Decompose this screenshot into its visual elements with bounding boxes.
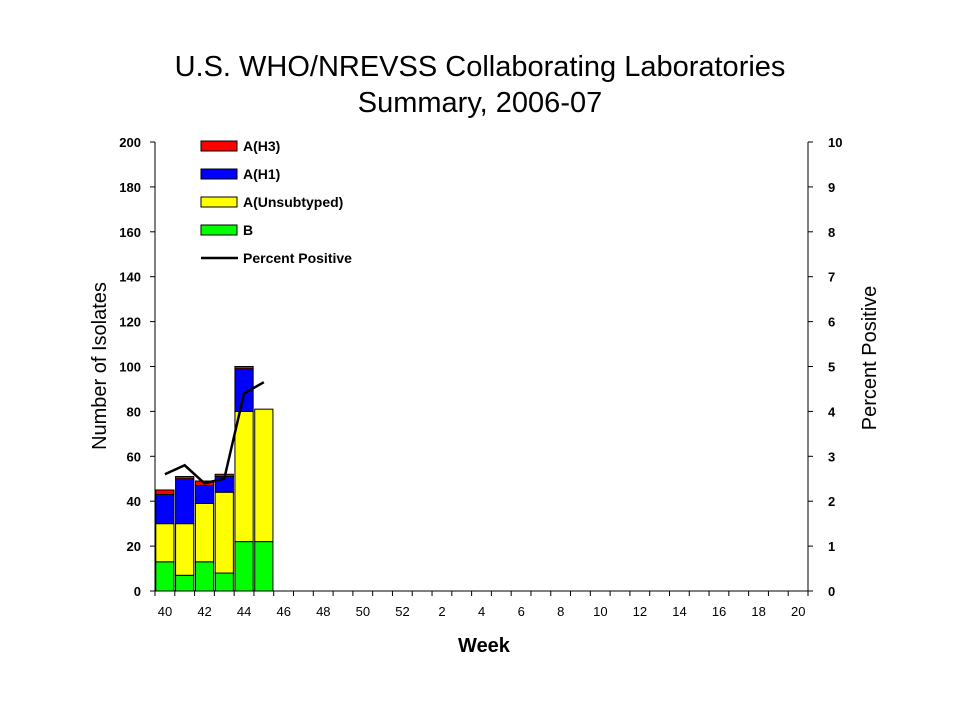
y-tick-label-0: 0 xyxy=(134,584,141,599)
y2-tick-label-0: 0 xyxy=(828,584,835,599)
y-tick-label-40: 40 xyxy=(127,494,141,509)
bar-b-week-44 xyxy=(234,541,254,592)
chart-subtitle: Summary, 2006-07 xyxy=(357,87,603,119)
x-tick-label-40: 40 xyxy=(158,604,172,619)
y2-tick-label-9: 9 xyxy=(828,180,835,195)
x-tick-label-12: 12 xyxy=(633,604,647,619)
x-tick-label-2: 2 xyxy=(438,604,445,619)
bar-b-week-45 xyxy=(254,541,274,592)
line-percent-positive xyxy=(164,381,265,485)
bar-a-unsubtyped-week-45 xyxy=(254,408,274,543)
bar-b-week-42 xyxy=(194,561,215,592)
legend-label-b: B xyxy=(243,222,253,238)
bars-group xyxy=(155,366,274,592)
x-tick-label-44: 44 xyxy=(237,604,251,619)
y2-tick-label-6: 6 xyxy=(828,315,835,330)
x-tick-label-8: 8 xyxy=(557,604,564,619)
y-axis-label: Number of Isolates xyxy=(89,282,111,450)
y2-tick-label-3: 3 xyxy=(828,449,835,464)
x-tick-label-48: 48 xyxy=(316,604,330,619)
x-tick-label-52: 52 xyxy=(395,604,409,619)
legend-swatch-b xyxy=(200,224,238,236)
legend-swatch-a-h1 xyxy=(200,168,238,180)
y-tick-label-100: 100 xyxy=(119,360,141,375)
legend-label-a-h3: A(H3) xyxy=(243,138,280,154)
bar-b-week-41 xyxy=(175,574,195,592)
bar-b-week-40 xyxy=(155,561,175,592)
x-tick-label-42: 42 xyxy=(197,604,211,619)
bar-b-week-43 xyxy=(214,572,234,592)
y-tick-label-80: 80 xyxy=(127,404,141,419)
percent-positive-line-group xyxy=(164,381,265,485)
y-tick-label-120: 120 xyxy=(119,315,141,330)
bar-a-unsubtyped-week-40 xyxy=(155,523,175,563)
legend-swatch-a-h3 xyxy=(200,140,238,152)
x-tick-label-46: 46 xyxy=(276,604,290,619)
y2-tick-label-4: 4 xyxy=(828,404,836,419)
bar-a-h1-week-42 xyxy=(194,484,215,504)
chart-title: U.S. WHO/NREVSS Collaborating Laboratori… xyxy=(174,51,786,83)
bar-a-h3-week-40 xyxy=(155,489,175,495)
y2-tick-label-10: 10 xyxy=(828,135,842,150)
bar-a-unsubtyped-week-44 xyxy=(234,410,254,543)
x-tick-label-20: 20 xyxy=(791,604,805,619)
y2-tick-label-5: 5 xyxy=(828,360,835,375)
y2-tick-label-7: 7 xyxy=(828,270,835,285)
bar-a-h3-week-41 xyxy=(175,476,195,480)
y-tick-label-140: 140 xyxy=(119,270,141,285)
x-tick-label-18: 18 xyxy=(751,604,765,619)
y2-tick-label-2: 2 xyxy=(828,494,835,509)
x-tick-label-10: 10 xyxy=(593,604,607,619)
bar-a-unsubtyped-week-41 xyxy=(175,523,195,576)
bar-a-unsubtyped-week-43 xyxy=(214,491,234,574)
bar-a-h1-week-41 xyxy=(175,478,195,525)
y-tick-label-160: 160 xyxy=(119,225,141,240)
axes-group: 0204060801001201401601802000123456789104… xyxy=(119,135,842,619)
y-tick-label-60: 60 xyxy=(127,449,141,464)
legend-swatch-a-unsubtyped xyxy=(200,196,238,208)
y-tick-label-200: 200 xyxy=(119,135,141,150)
y-tick-label-20: 20 xyxy=(127,539,141,554)
bar-a-unsubtyped-week-42 xyxy=(194,502,215,563)
legend-label-a-unsubtyped: A(Unsubtyped) xyxy=(243,194,343,210)
y2-tick-label-1: 1 xyxy=(828,539,835,554)
bar-a-h1-week-40 xyxy=(155,493,175,525)
x-tick-label-50: 50 xyxy=(356,604,370,619)
legend: A(H3) A(H1) A(Unsubtyped) B Percent Positive xyxy=(200,138,352,266)
y2-axis-label: Percent Positive xyxy=(859,286,881,431)
legend-label-percent-positive: Percent Positive xyxy=(243,250,352,266)
x-tick-label-4: 4 xyxy=(478,604,485,619)
legend-label-a-h1: A(H1) xyxy=(243,166,280,182)
y-tick-label-180: 180 xyxy=(119,180,141,195)
x-tick-label-14: 14 xyxy=(672,604,686,619)
bar-a-h3-week-44 xyxy=(234,366,254,370)
y2-tick-label-8: 8 xyxy=(828,225,835,240)
x-axis-label: Week xyxy=(458,635,511,657)
x-tick-label-16: 16 xyxy=(712,604,726,619)
x-tick-label-6: 6 xyxy=(518,604,525,619)
